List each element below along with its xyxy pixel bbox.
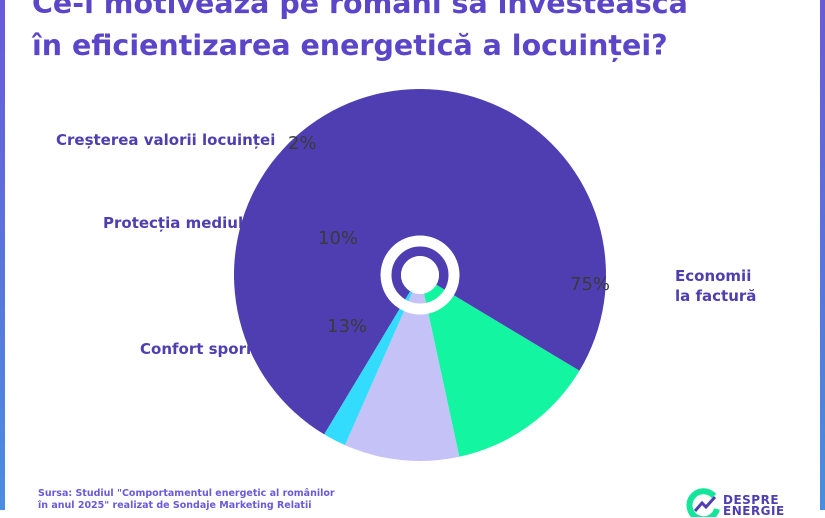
source-note-line2: în anul 2025" realizat de Sondaje Market… — [38, 500, 312, 511]
center-hole — [401, 256, 439, 294]
slice-confort-sporit — [424, 284, 580, 457]
center-ring — [380, 235, 460, 315]
chart-title-line2: în eficientizarea energetică a locuinței… — [32, 29, 668, 62]
value-label-confort: 13% — [327, 316, 368, 337]
category-label-confort: Confort sporit — [140, 340, 259, 358]
category-label-economii: Economii la factură — [675, 266, 756, 306]
category-label-economii-line1: Economii — [675, 267, 752, 285]
category-label-cresterea: Creșterea valorii locuinței — [56, 131, 276, 149]
chart-title-line1: Ce-i motivează pe români să investească — [32, 0, 688, 20]
brand-logo-icon — [686, 488, 720, 517]
brand-logo-line2: ENERGIE — [723, 504, 785, 518]
slice-cresterea-valorii-locuintei — [324, 291, 413, 446]
slice-protectia-mediului — [344, 292, 460, 461]
slice-economii-la-factura — [234, 88, 606, 435]
brand-logo-text: DESPRE ENERGIE — [723, 493, 785, 518]
value-label-economii: 75% — [570, 274, 611, 295]
value-label-cresterea: 2% — [288, 133, 317, 154]
frame-right — [820, 0, 825, 510]
value-label-protectia: 10% — [318, 228, 359, 249]
chart-title: Ce-i motivează pe români să investească … — [32, 0, 772, 67]
source-note: Sursa: Studiul "Comportamentul energetic… — [38, 488, 335, 512]
source-note-line1: Sursa: Studiul "Comportamentul energetic… — [38, 488, 335, 499]
brand-logo-line1: DESPRE — [723, 493, 780, 507]
brand-logo: DESPRE ENERGIE — [686, 487, 796, 517]
category-label-economii-line2: la factură — [675, 287, 757, 305]
frame-left — [0, 0, 5, 510]
category-label-protectia: Protecția mediului — [103, 214, 259, 232]
